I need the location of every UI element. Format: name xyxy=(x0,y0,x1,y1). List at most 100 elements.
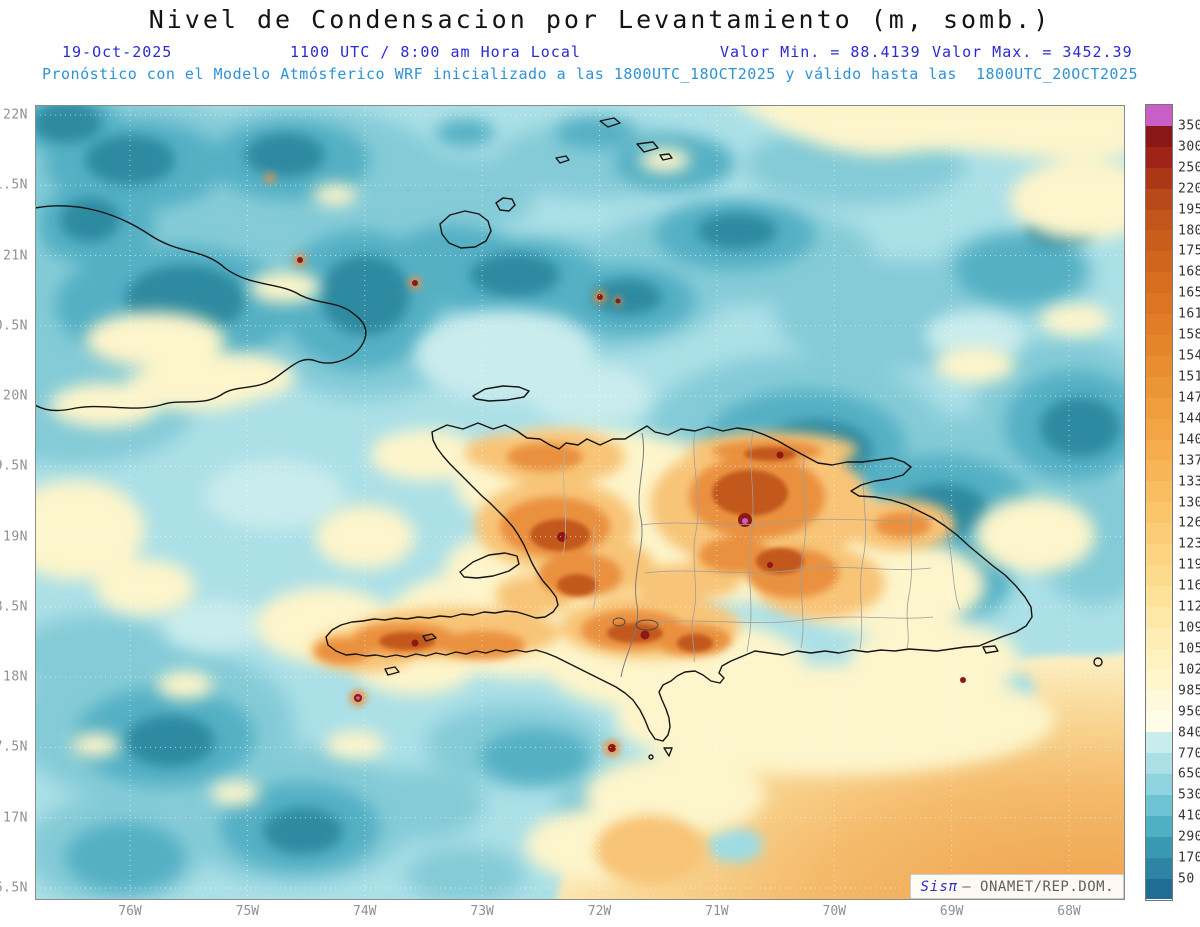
island-cayemites xyxy=(422,633,437,642)
colorbar-tick-label: 950 xyxy=(1178,704,1200,720)
colorbar-tick-label: 650 xyxy=(1178,766,1200,782)
island-tortuga xyxy=(472,385,530,402)
island-little-inagua xyxy=(495,197,516,212)
colorbar-tick-label: 1950 xyxy=(1178,202,1200,218)
colorbar-cell xyxy=(1146,334,1172,356)
island-saona xyxy=(982,645,999,654)
colorbar-tick-label: 1195 xyxy=(1178,557,1200,573)
lat-tick-label: 18N xyxy=(3,669,28,685)
colorbar-cell xyxy=(1146,627,1172,649)
colorbar-cell xyxy=(1146,794,1172,816)
lon-tick-label: 76W xyxy=(118,904,142,919)
lat-tick-label: 6.5N xyxy=(0,880,28,896)
island-vache xyxy=(384,666,400,676)
colorbar-tick-label: 1160 xyxy=(1178,578,1200,594)
map-frame xyxy=(35,105,1125,900)
colorbar-cell xyxy=(1146,125,1172,147)
colorbar-cell xyxy=(1146,544,1172,565)
colorbar-cell xyxy=(1146,251,1172,273)
colorbar-tick-label: 1125 xyxy=(1178,599,1200,615)
colorbar-cell xyxy=(1146,439,1172,461)
colorbar-cell xyxy=(1146,669,1172,691)
lon-tick-label: 68W xyxy=(1057,904,1081,919)
coastline-hispaniola xyxy=(325,422,1033,742)
lat-tick-label: 21N xyxy=(3,248,28,264)
lon-tick-label: 73W xyxy=(470,904,494,919)
lakes xyxy=(612,617,659,631)
colorbar-cell xyxy=(1146,209,1172,231)
island-alto-velo xyxy=(648,754,654,760)
lat-tick-label: 20N xyxy=(3,388,28,404)
colorbar-tick-label: 1510 xyxy=(1178,369,1200,385)
lat-axis: 22N 1.5N 21N 0.5N 20N 9.5N 19N 8.5N 18N 7.5N 17N 6.… xyxy=(0,105,31,900)
terrain-orange-dark xyxy=(379,447,804,652)
lat-tick-label: 17N xyxy=(3,810,28,826)
colorbar-cell xyxy=(1146,564,1172,586)
colorbar-cell xyxy=(1146,836,1172,858)
colorbar-cell xyxy=(1146,272,1172,294)
colorbar-cell xyxy=(1146,774,1172,795)
lon-axis: 76W 75W 74W 73W 72W 71W 70W 69W 68W xyxy=(35,904,1125,922)
colorbar-cell xyxy=(1146,711,1172,733)
colorbar-cell xyxy=(1146,188,1172,210)
colorbar-cell xyxy=(1146,648,1172,670)
colorbar-cell xyxy=(1146,690,1172,712)
colorbar-cell xyxy=(1146,376,1172,398)
colorbar-tick-label: 1020 xyxy=(1178,662,1200,678)
colorbar-cell xyxy=(1146,481,1172,503)
island-great-inagua xyxy=(439,210,492,249)
colorbar-cell xyxy=(1146,293,1172,315)
island-gonave xyxy=(459,552,520,579)
colorbar-cell xyxy=(1146,460,1172,482)
lon-tick-label: 74W xyxy=(353,904,377,919)
colorbar-tick-label: 1545 xyxy=(1178,348,1200,364)
header-row: 19-Oct-2025 1100 UTC / 8:00 am Hora Loca… xyxy=(0,43,1200,61)
colorbar-tick-label: 530 xyxy=(1178,787,1200,803)
watermark: Sisπ – ONAMET/REP.DOM. xyxy=(910,874,1124,899)
map-canvas xyxy=(35,105,1125,900)
lon-tick-label: 72W xyxy=(587,904,612,919)
colorbar-cell xyxy=(1146,523,1172,545)
colorbar-cell xyxy=(1146,418,1172,440)
colorbar-cell xyxy=(1146,585,1172,607)
island-mona xyxy=(1093,657,1103,667)
colorbar-tick-label: 1405 xyxy=(1178,432,1200,448)
colorbar-labels: 3500 3000 2500 2200 1950 1800 1750 1685 1650 1615… xyxy=(1178,105,1200,900)
colorbar-tick-label: 50 xyxy=(1178,871,1195,887)
lat-tick-label: 9.5N xyxy=(0,458,28,474)
colorbar-tick-label: 1090 xyxy=(1178,620,1200,636)
colorbar-cell xyxy=(1146,815,1172,837)
colorbar-tick-label: 1475 xyxy=(1178,390,1200,406)
watermark-text: – ONAMET/REP.DOM. xyxy=(962,878,1114,895)
lat-tick-label: 8.5N xyxy=(0,599,28,615)
sea-shading-pale xyxy=(165,310,1025,650)
lat-tick-label: 1.5N xyxy=(0,177,28,193)
colorbar-tick-label: 1615 xyxy=(1178,306,1200,322)
terrain-extreme-spots xyxy=(356,518,748,700)
colorbar-tick-label: 410 xyxy=(1178,808,1200,824)
colorbar-cell xyxy=(1146,167,1172,189)
colorbar-cell xyxy=(1146,502,1172,524)
province-borders xyxy=(562,429,961,663)
colorbar-tick-label: 290 xyxy=(1178,829,1200,845)
colorbar-cell xyxy=(1146,732,1172,754)
colorbar-cell xyxy=(1146,146,1172,168)
watermark-brand: Sisπ xyxy=(920,878,959,895)
colorbar-tick-label: 1750 xyxy=(1178,243,1200,259)
colorbar-cell xyxy=(1146,314,1172,335)
colorbar-tick-label: 3000 xyxy=(1178,139,1200,155)
coastline-cuba xyxy=(35,205,367,412)
valid-date: 19-Oct-2025 xyxy=(62,43,173,61)
colorbar-tick-label: 1800 xyxy=(1178,223,1200,239)
colorbar-tick-label: 1370 xyxy=(1178,453,1200,469)
colorbar xyxy=(1145,104,1173,901)
colorbar-cell xyxy=(1146,230,1172,252)
colorbar-tick-label: 1580 xyxy=(1178,327,1200,343)
grid-layer xyxy=(35,105,1125,900)
lon-tick-label: 70W xyxy=(822,904,846,919)
islands-turks-caicos xyxy=(555,117,673,164)
lat-tick-label: 22N xyxy=(3,107,28,123)
coastlines xyxy=(35,117,1103,760)
colorbar-tick-label: 1300 xyxy=(1178,495,1200,510)
